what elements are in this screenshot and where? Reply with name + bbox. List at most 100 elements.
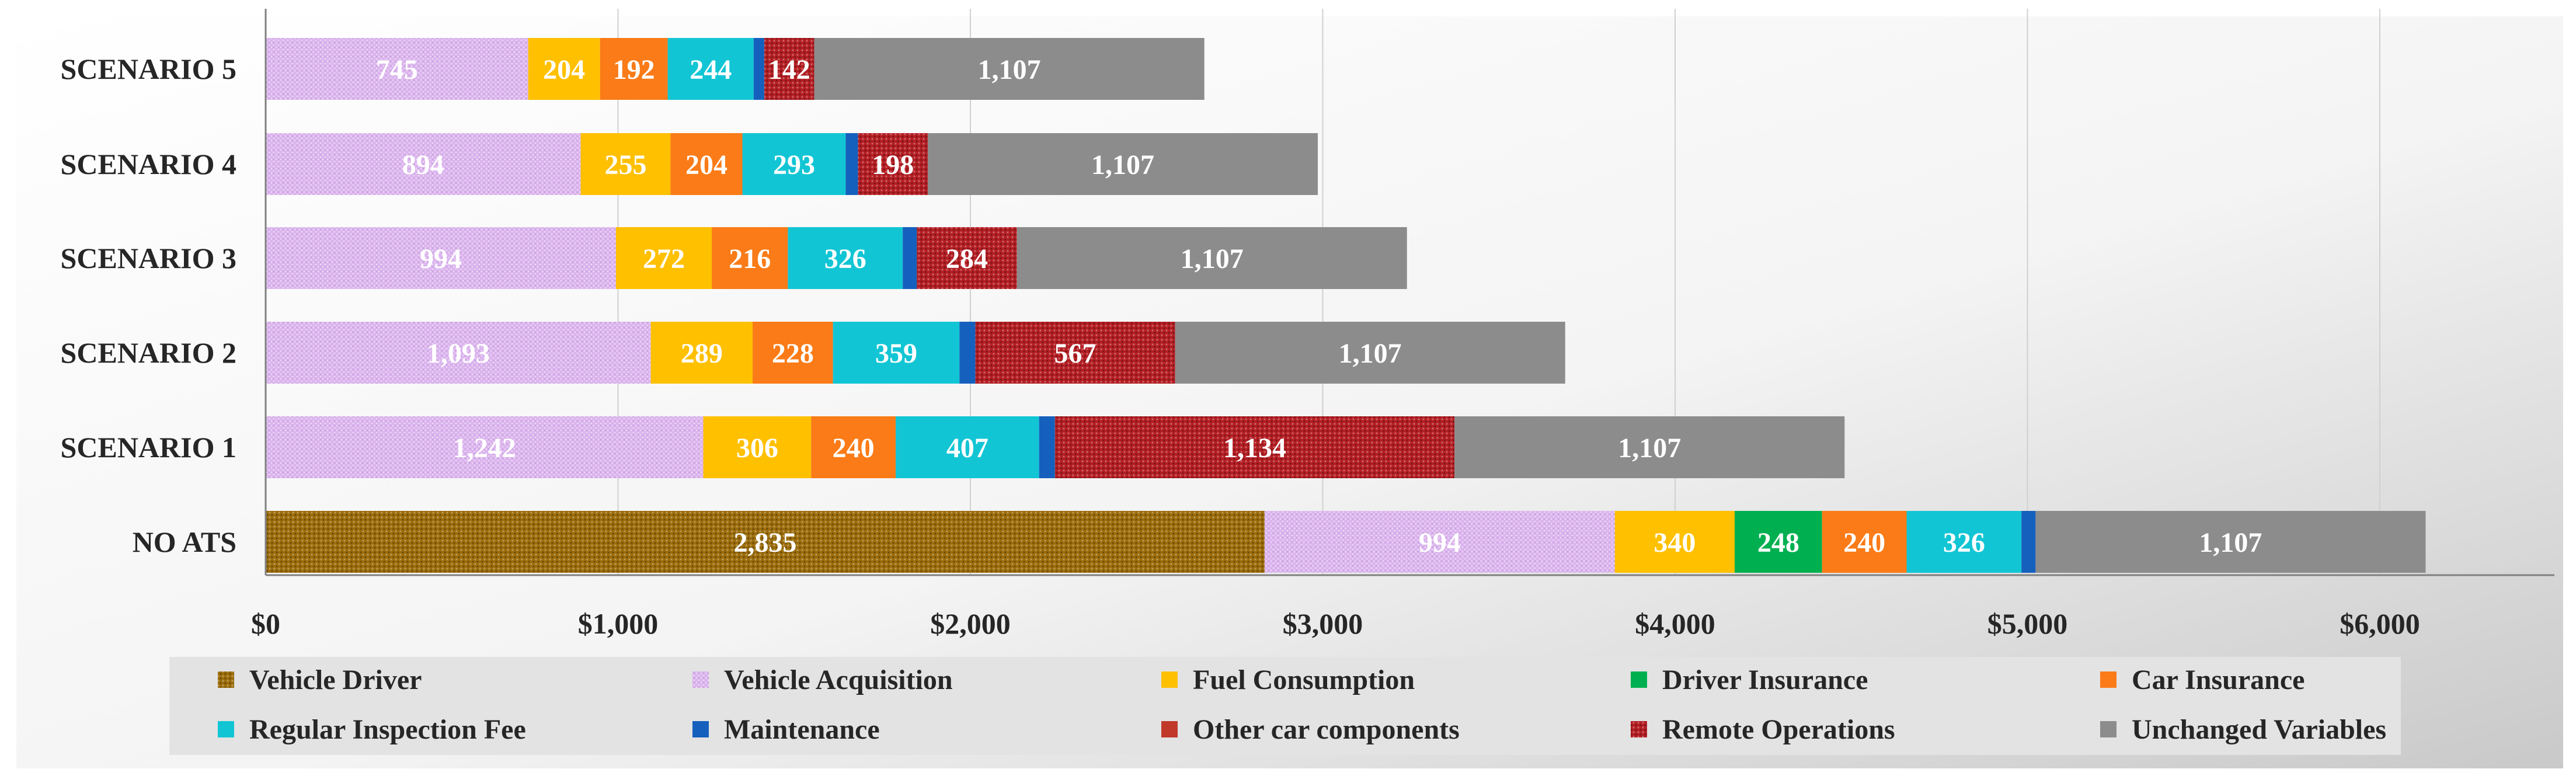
bar-unchanged-variables (1454, 416, 1845, 478)
category-label: SCENARIO 5 (61, 53, 236, 85)
legend-swatch (218, 671, 234, 688)
legend-swatch (1631, 671, 1647, 688)
bar-maintenance (845, 133, 858, 195)
bar-vehicle-acquisition (266, 38, 528, 100)
data-label: 326 (1943, 527, 1985, 558)
data-label: 994 (420, 243, 462, 274)
bar-car-insurance (712, 227, 788, 289)
legend-swatch (2100, 671, 2117, 688)
legend-box (169, 657, 2401, 755)
legend-swatch (218, 721, 234, 737)
data-label: 198 (872, 149, 914, 180)
bar-unchanged-variables (814, 38, 1205, 100)
data-label: 192 (613, 54, 655, 85)
data-label: 326 (824, 243, 866, 274)
data-label: 1,107 (1091, 149, 1154, 180)
legend-label: Fuel Consumption (1193, 664, 1415, 695)
x-tick-label: $1,000 (578, 607, 659, 640)
legend-label: Other car components (1193, 714, 1460, 745)
data-label: 1,093 (427, 338, 490, 369)
data-label: 293 (773, 149, 815, 180)
legend-label: Driver Insurance (1662, 664, 1868, 695)
bar-remote-operations (917, 227, 1017, 289)
legend-label: Car Insurance (2132, 664, 2305, 695)
bar-fuel-consumption (580, 133, 671, 195)
data-label: 142 (768, 54, 810, 85)
bar-fuel-consumption (615, 227, 712, 289)
x-tick-label: $2,000 (930, 607, 1011, 640)
data-label: 994 (1419, 527, 1461, 558)
legend-swatch (1161, 671, 1178, 688)
data-label: 272 (643, 243, 685, 274)
bar-unchanged-variables (2035, 511, 2426, 573)
legend-swatch (692, 721, 709, 737)
bar-car-insurance (753, 322, 833, 384)
category-label: SCENARIO 4 (61, 148, 236, 180)
x-tick-label: $5,000 (1987, 607, 2068, 640)
data-label: 1,107 (1181, 243, 1244, 274)
data-label: 1,134 (1223, 433, 1286, 464)
legend-swatch (692, 671, 709, 688)
chart-background (16, 16, 2563, 768)
data-label: 894 (402, 149, 444, 180)
bar-vehicle-acquisition (266, 416, 704, 478)
bar-regular-inspection-fee (667, 38, 754, 100)
legend-label: Maintenance (724, 714, 880, 745)
data-label: 306 (736, 433, 778, 464)
data-label: 1,107 (1339, 338, 1402, 369)
category-label: SCENARIO 1 (61, 431, 236, 464)
bar-regular-inspection-fee (788, 227, 903, 289)
data-label: 567 (1054, 338, 1096, 369)
category-label: NO ATS (133, 526, 236, 558)
data-label: 340 (1653, 527, 1696, 558)
data-label: 1,107 (2199, 527, 2262, 558)
bar-regular-inspection-fee (833, 322, 960, 384)
legend-swatch (2100, 721, 2117, 737)
bar-fuel-consumption (528, 38, 600, 100)
legend-label: Regular Inspection Fee (249, 714, 526, 745)
data-label: 1,242 (453, 433, 516, 464)
legend-label: Vehicle Acquisition (724, 664, 953, 695)
bar-unchanged-variables (1017, 227, 1407, 289)
bar-maintenance (2021, 511, 2036, 573)
bar-maintenance (903, 227, 917, 289)
bar-vehicle-driver (266, 511, 1265, 573)
data-label: 255 (604, 149, 646, 180)
data-label: 1,107 (978, 54, 1041, 85)
bar-vehicle-acquisition (1264, 511, 1615, 573)
data-label: 228 (772, 338, 814, 369)
bar-maintenance (959, 322, 976, 384)
bar-remote-operations (975, 322, 1175, 384)
x-tick-label: $4,000 (1635, 607, 1715, 640)
data-label: 244 (690, 54, 732, 85)
bar-unchanged-variables (1175, 322, 1565, 384)
legend-label: Remote Operations (1662, 714, 1895, 745)
bar-car-insurance (811, 416, 896, 478)
category-label: SCENARIO 2 (61, 336, 236, 369)
data-label: 204 (685, 149, 727, 180)
x-tick-label: $6,000 (2340, 607, 2420, 640)
bar-remote-operations (858, 133, 928, 195)
bar-fuel-consumption (650, 322, 753, 384)
data-label: 240 (833, 433, 875, 464)
data-label: 407 (946, 433, 988, 464)
category-label: SCENARIO 3 (61, 242, 236, 274)
bar-regular-inspection-fee (742, 133, 846, 195)
data-label: 745 (376, 54, 418, 85)
legend-swatch (1631, 721, 1647, 737)
bar-remote-operations (764, 38, 814, 100)
data-label: 240 (1843, 527, 1885, 558)
data-label: 1,107 (1618, 433, 1681, 464)
bar-car-insurance (1822, 511, 1907, 573)
data-label: 248 (1757, 527, 1799, 558)
legend-label: Unchanged Variables (2132, 714, 2386, 745)
data-label: 284 (946, 243, 988, 274)
x-tick-label: $3,000 (1283, 607, 1363, 640)
data-label: 216 (729, 243, 771, 274)
data-label: 204 (543, 54, 585, 85)
bar-remote-operations (1054, 416, 1455, 478)
bar-maintenance (1039, 416, 1055, 478)
bar-maintenance (753, 38, 764, 100)
